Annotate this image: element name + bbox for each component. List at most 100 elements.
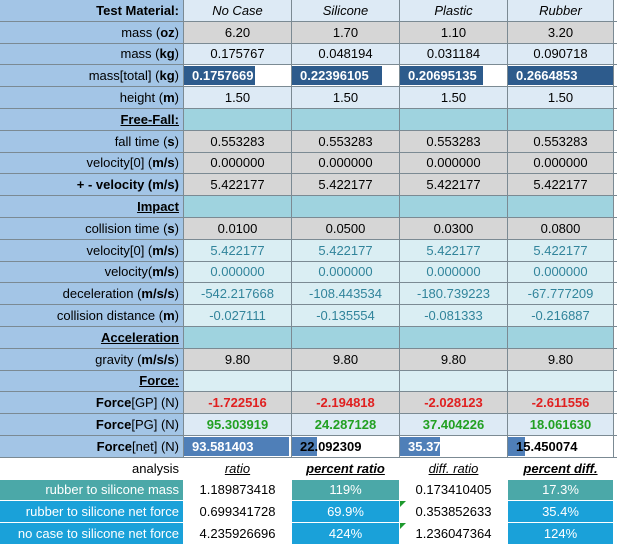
analysis-cell[interactable]: 69.9% (292, 501, 400, 524)
pm-velocity-label[interactable]: + - velocity (m/s) (0, 174, 184, 196)
velocity0-im-cell[interactable]: 5.422177 (292, 239, 400, 261)
analysis-cell[interactable]: 1.189873418 (184, 479, 292, 502)
force-gp-label[interactable]: Force [GP] (N) (0, 392, 184, 414)
gravity-cell[interactable]: 9.80 (508, 348, 614, 370)
height-cell[interactable]: 1.50 (508, 87, 614, 108)
fall-time-cell[interactable]: 0.553283 (508, 130, 614, 152)
analysis-cell[interactable]: 0.699341728 (184, 501, 292, 524)
deceleration-cell[interactable]: -108.443534 (292, 283, 400, 305)
velocity0-im-cell[interactable]: 5.422177 (400, 239, 508, 261)
force-net-cell[interactable]: 35.376103 (400, 435, 508, 457)
height-cell[interactable]: 1.50 (400, 87, 508, 108)
force-gp-cell[interactable]: -1.722516 (184, 392, 292, 414)
pm-velocity-cell[interactable]: 5.422177 (508, 174, 614, 196)
analysis-cell[interactable]: 124% (508, 523, 614, 545)
freefall-section-label[interactable]: Free-Fall: (0, 108, 184, 130)
acceleration-section-label[interactable]: Acceleration (0, 326, 184, 348)
analysis-header-diff-ratio[interactable]: diff. ratio (400, 457, 508, 479)
deceleration-cell[interactable]: -542.217668 (184, 283, 292, 305)
velocity0-im-label[interactable]: velocity[0] (m/s) (0, 239, 184, 261)
velocity0-ff-cell[interactable]: 0.000000 (292, 152, 400, 174)
gravity-label[interactable]: gravity (m/s/s) (0, 348, 184, 370)
collision-distance-cell[interactable]: -0.135554 (292, 305, 400, 326)
collision-distance-cell[interactable]: -0.027111 (184, 305, 292, 326)
gravity-cell[interactable]: 9.80 (184, 348, 292, 370)
analysis-row-label[interactable]: rubber to silicone mass (0, 479, 184, 502)
force-gp-cell[interactable]: -2.194818 (292, 392, 400, 414)
velocity-im-label[interactable]: velocity(m/s) (0, 261, 184, 283)
velocity0-im-cell[interactable]: 5.422177 (184, 239, 292, 261)
analysis-cell[interactable]: 4.235926696 (184, 523, 292, 545)
velocity-im-cell[interactable]: 0.000000 (292, 261, 400, 283)
pm-velocity-cell[interactable]: 5.422177 (184, 174, 292, 196)
empty-cell[interactable] (292, 326, 400, 348)
collision-distance-cell[interactable]: -0.216887 (508, 305, 614, 326)
analysis-cell[interactable]: 424% (292, 523, 400, 545)
pm-velocity-cell[interactable]: 5.422177 (292, 174, 400, 196)
analysis-header-percent-ratio[interactable]: percent ratio (292, 457, 400, 479)
analysis-header-ratio[interactable]: ratio (184, 457, 292, 479)
velocity0-ff-cell[interactable]: 0.000000 (400, 152, 508, 174)
pm-velocity-cell[interactable]: 5.422177 (400, 174, 508, 196)
velocity0-ff-cell[interactable]: 0.000000 (184, 152, 292, 174)
fall-time-cell[interactable]: 0.553283 (292, 130, 400, 152)
mass-total-cell[interactable]: 0.2664853 (508, 65, 614, 87)
force-pg-cell[interactable]: 95.303919 (184, 414, 292, 435)
mass-kg-cell[interactable]: 0.175767 (184, 43, 292, 65)
analysis-cell[interactable]: 35.4% (508, 501, 614, 524)
force-gp-cell[interactable]: -2.611556 (508, 392, 614, 414)
deceleration-cell[interactable]: -180.739223 (400, 283, 508, 305)
velocity0-ff-cell[interactable]: 0.000000 (508, 152, 614, 174)
analysis-cell[interactable]: 119% (292, 479, 400, 502)
force-pg-cell[interactable]: 37.404226 (400, 414, 508, 435)
mass-oz-cell[interactable]: 1.70 (292, 21, 400, 43)
velocity-im-cell[interactable]: 0.000000 (400, 261, 508, 283)
mass-total-label[interactable]: mass[total] (kg) (0, 65, 184, 87)
analysis-cell[interactable]: 0.173410405 (400, 479, 508, 502)
force-pg-cell[interactable]: 24.287128 (292, 414, 400, 435)
force-net-cell[interactable]: 22.092309 (292, 435, 400, 457)
material-plastic[interactable]: Plastic (400, 0, 508, 21)
collision-time-cell[interactable]: 0.0500 (292, 217, 400, 239)
mass-oz-cell[interactable]: 6.20 (184, 21, 292, 43)
analysis-header-percent-diff[interactable]: percent diff. (508, 457, 614, 479)
force-net-cell[interactable]: 93.581403 (184, 435, 292, 457)
collision-time-label[interactable]: collision time (s) (0, 217, 184, 239)
empty-cell[interactable] (292, 108, 400, 130)
velocity-im-cell[interactable]: 0.000000 (184, 261, 292, 283)
height-label[interactable]: height (m) (0, 87, 184, 108)
height-cell[interactable]: 1.50 (184, 87, 292, 108)
mass-total-cell[interactable]: 0.1757669 (184, 65, 292, 87)
collision-time-cell[interactable]: 0.0300 (400, 217, 508, 239)
height-cell[interactable]: 1.50 (292, 87, 400, 108)
force-net-cell[interactable]: 15.450074 (508, 435, 614, 457)
material-silicone[interactable]: Silicone (292, 0, 400, 21)
velocity0-ff-label[interactable]: velocity[0] (m/s) (0, 152, 184, 174)
analysis-cell[interactable]: 0.353852633 (400, 501, 508, 524)
mass-kg-label[interactable]: mass (kg) (0, 43, 184, 65)
deceleration-cell[interactable]: -67.777209 (508, 283, 614, 305)
mass-kg-cell[interactable]: 0.048194 (292, 43, 400, 65)
mass-oz-cell[interactable]: 1.10 (400, 21, 508, 43)
collision-distance-label[interactable]: collision distance (m) (0, 305, 184, 326)
force-section-label[interactable]: Force: (0, 370, 184, 392)
mass-oz-cell[interactable]: 3.20 (508, 21, 614, 43)
analysis-label[interactable]: analysis (0, 457, 184, 479)
empty-cell[interactable] (508, 196, 614, 217)
empty-cell[interactable] (400, 370, 508, 392)
empty-cell[interactable] (184, 326, 292, 348)
empty-cell[interactable] (400, 326, 508, 348)
force-net-label[interactable]: Force [net] (N) (0, 435, 184, 457)
analysis-row-label[interactable]: rubber to silicone net force (0, 501, 184, 524)
fall-time-label[interactable]: fall time (s) (0, 130, 184, 152)
velocity0-im-cell[interactable]: 5.422177 (508, 239, 614, 261)
empty-cell[interactable] (184, 196, 292, 217)
velocity-im-cell[interactable]: 0.000000 (508, 261, 614, 283)
mass-total-cell[interactable]: 0.22396105 (292, 65, 400, 87)
material-no-case[interactable]: No Case (184, 0, 292, 21)
gravity-cell[interactable]: 9.80 (292, 348, 400, 370)
empty-cell[interactable] (508, 370, 614, 392)
empty-cell[interactable] (508, 108, 614, 130)
empty-cell[interactable] (292, 370, 400, 392)
force-pg-label[interactable]: Force [PG] (N) (0, 414, 184, 435)
